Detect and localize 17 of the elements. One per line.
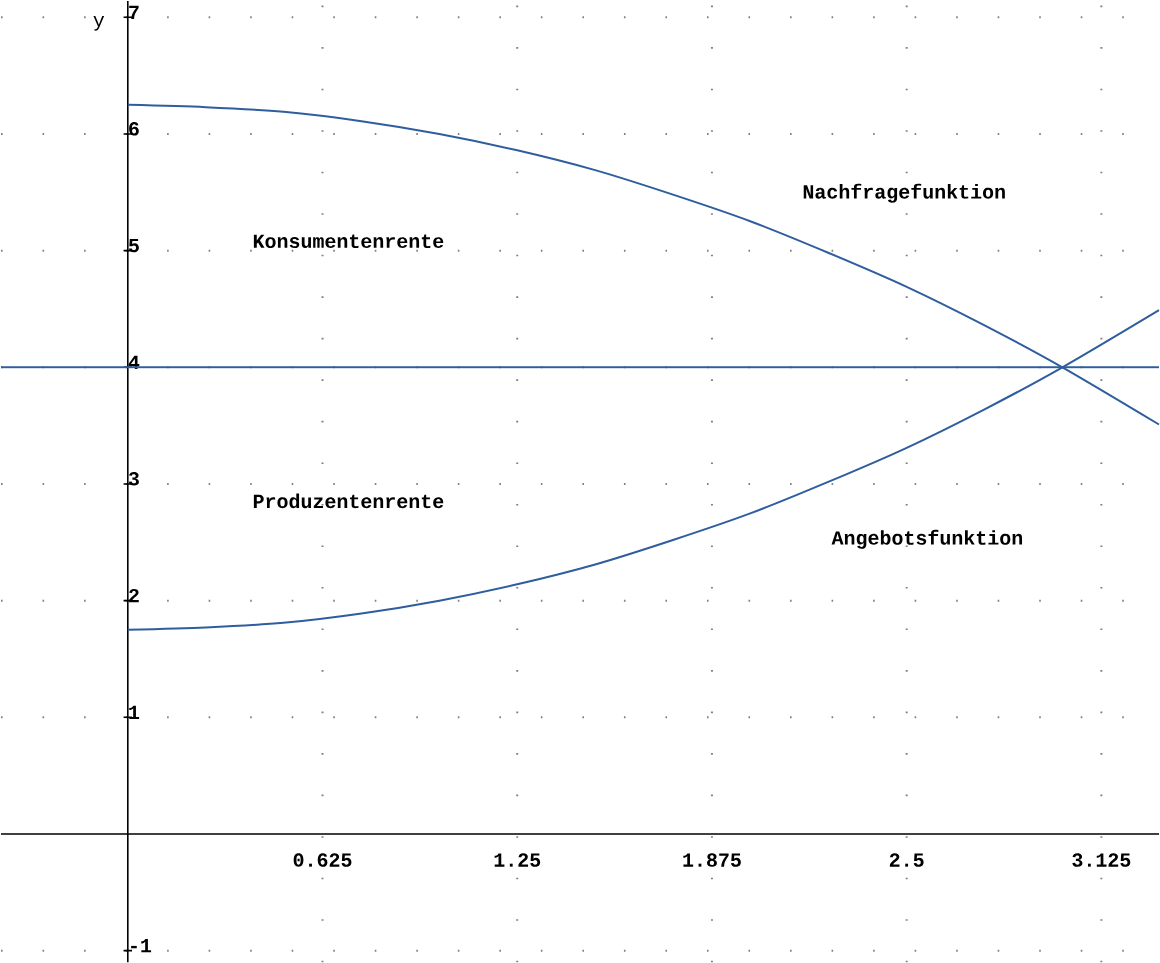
x-tick-label: 1.875 — [683, 853, 741, 867]
y-tick-label: -1 — [131, 938, 152, 953]
y-axis-title: y — [93, 15, 105, 31]
x-tick-label: 1.25 — [494, 853, 541, 867]
y-tick-label: 6 — [129, 121, 139, 136]
x-tick-label: 0.625 — [293, 853, 352, 867]
annotation: Nachfragefunktion — [803, 183, 1005, 203]
y-tick-label: 3 — [128, 471, 139, 486]
x-tick-label: 3.125 — [1072, 853, 1131, 867]
y-tick-label: 2 — [129, 588, 139, 603]
y-tick-label: 5 — [128, 238, 139, 253]
y-tick-label: 1 — [129, 705, 140, 719]
annotation: Produzentenrente — [253, 493, 444, 509]
x-tick-label: 2.5 — [889, 853, 924, 867]
annotation: Konsumentenrente — [253, 234, 444, 248]
annotation: Angebotsfunktion — [831, 529, 1023, 549]
y-tick-label: 7 — [129, 5, 139, 19]
